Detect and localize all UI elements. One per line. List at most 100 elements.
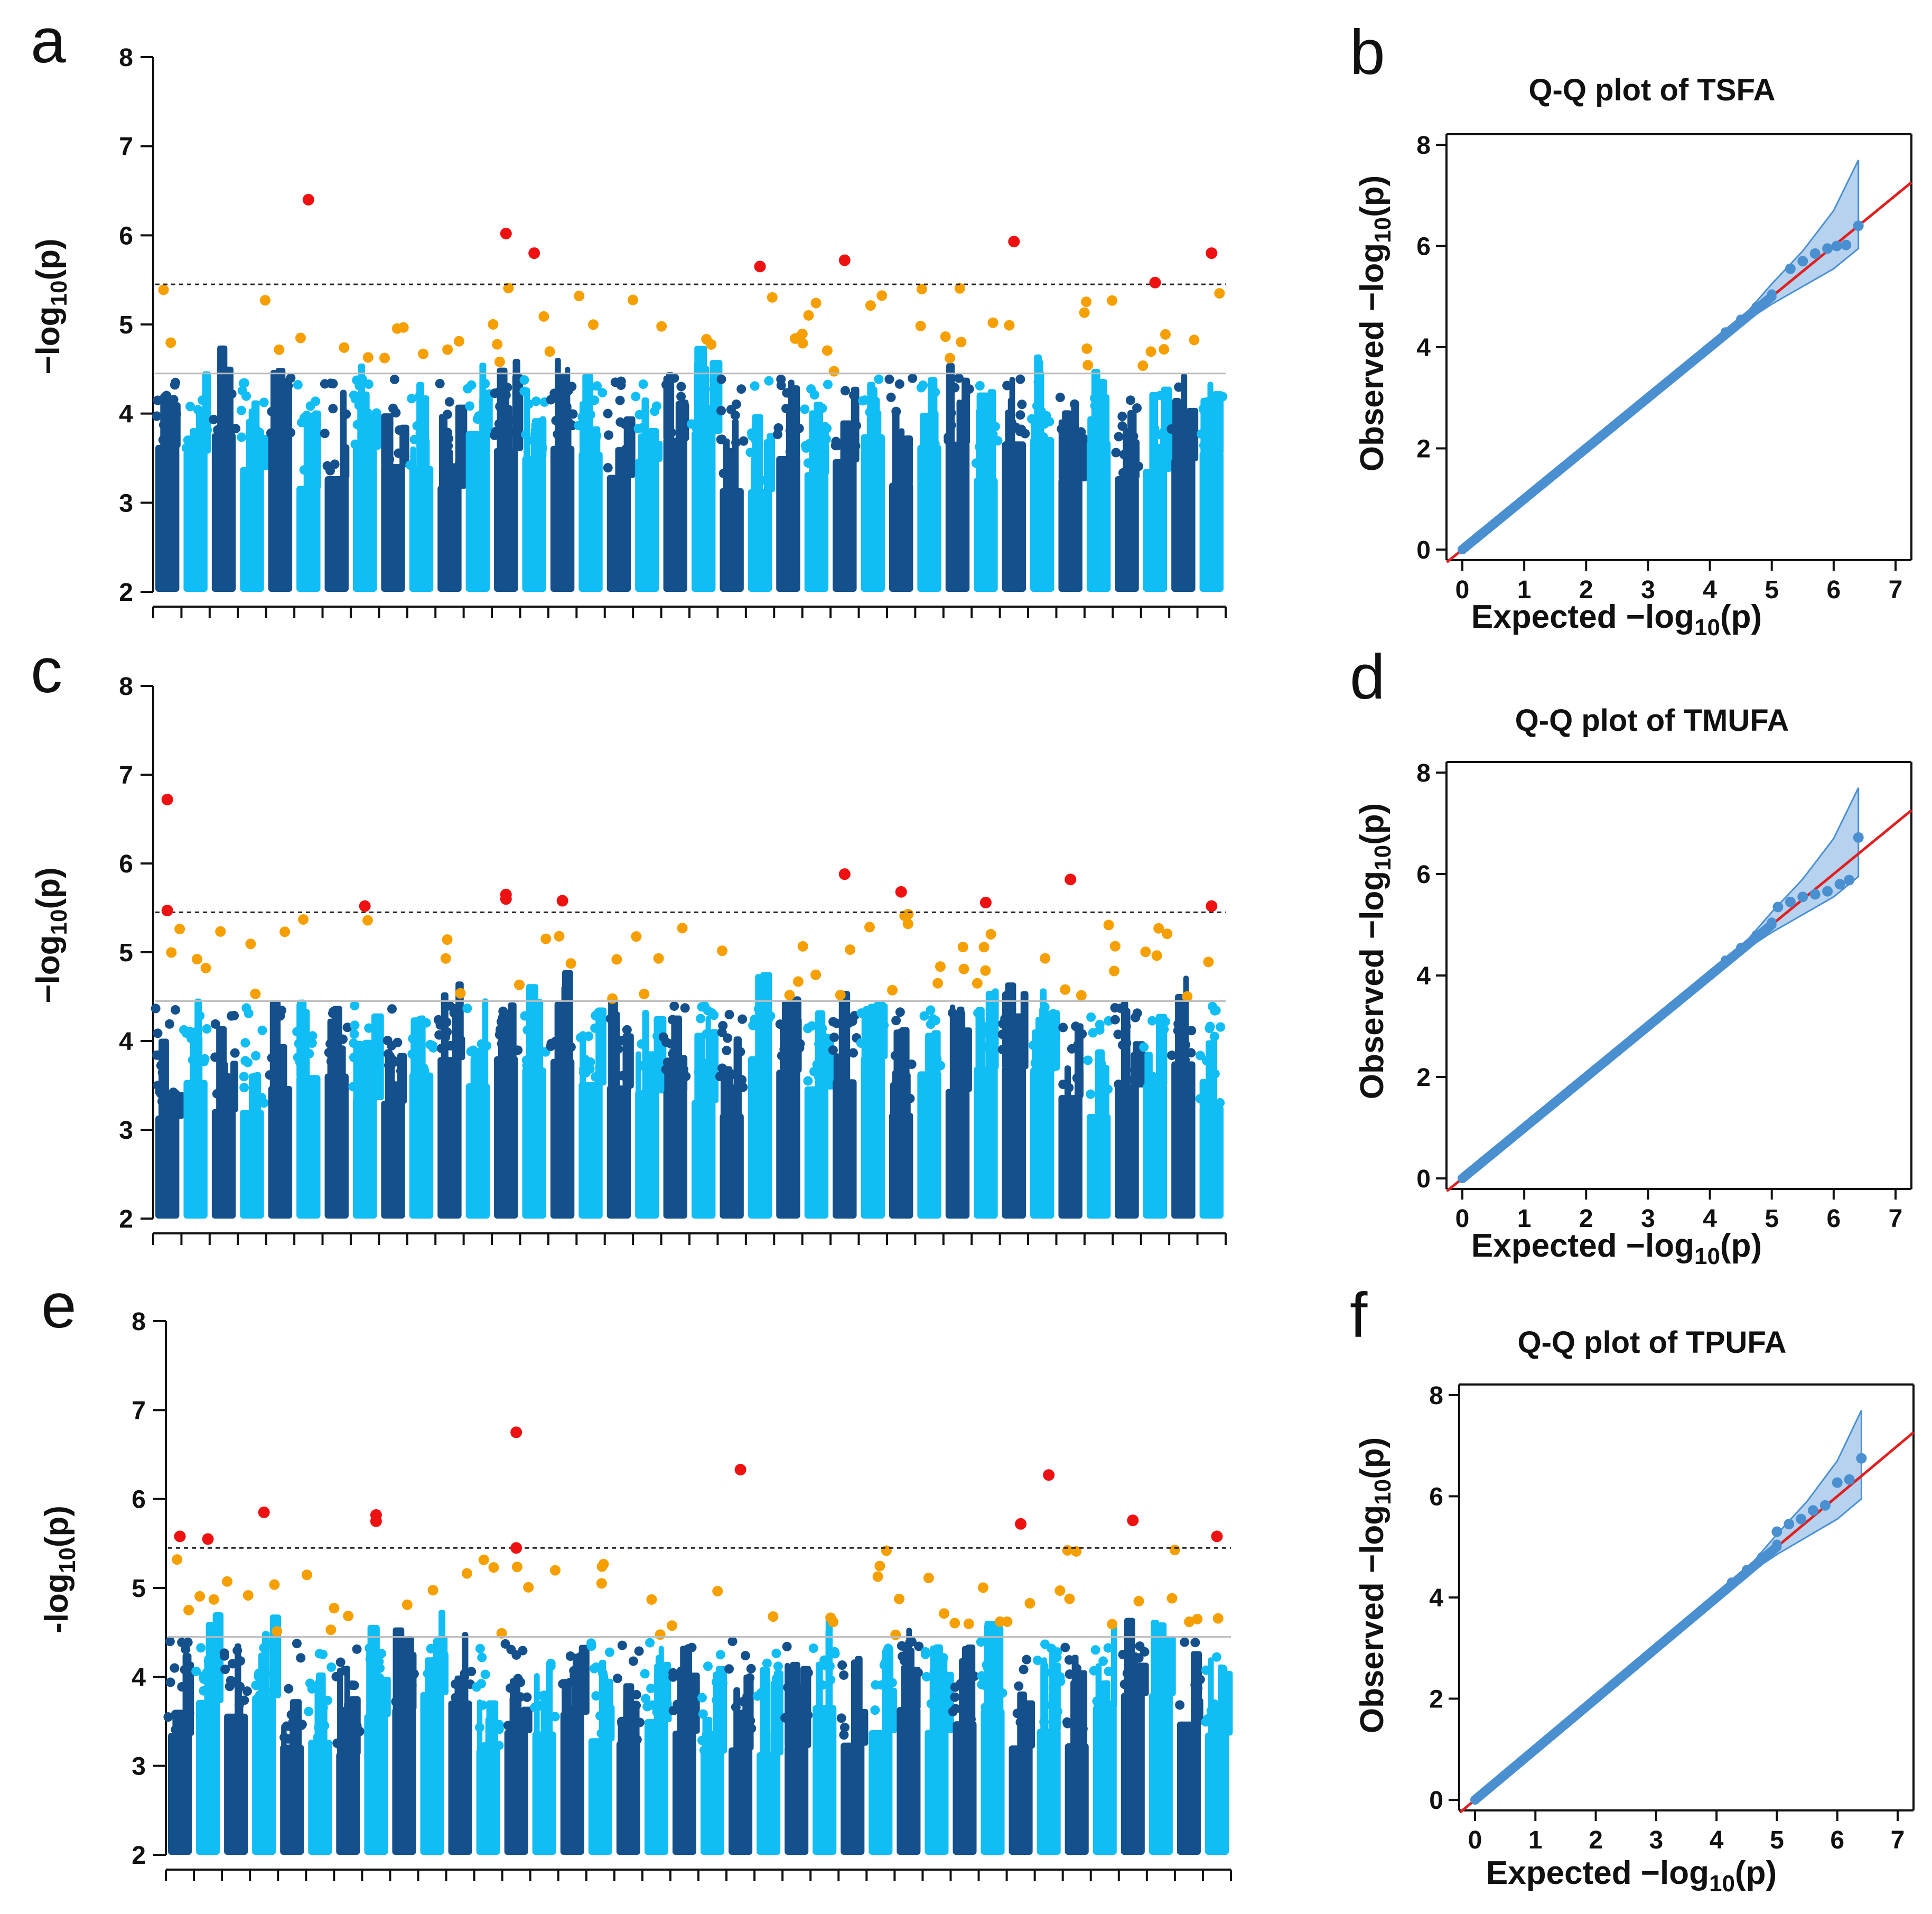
snp-point	[1201, 1717, 1211, 1727]
snp-point	[785, 447, 795, 457]
snp-point	[1052, 1652, 1062, 1662]
y-tick-label: 2	[1416, 435, 1431, 463]
snp-point	[276, 1005, 286, 1015]
chromosome-26-band	[861, 1056, 885, 1219]
snp-point	[1173, 1019, 1183, 1029]
chromosome-23-band	[776, 456, 800, 592]
snp-point	[1086, 1012, 1096, 1022]
chromosome-9-peak	[389, 1081, 398, 1104]
snp-point	[331, 1671, 341, 1681]
snp-point	[217, 377, 227, 387]
chromosome-6-band	[308, 1739, 332, 1855]
snp-point	[803, 1710, 813, 1720]
snp-point	[977, 1671, 987, 1681]
snp-point	[984, 1676, 994, 1686]
snp-point	[782, 388, 792, 398]
y-tick-label: 2	[1429, 1686, 1443, 1714]
suggestive-snp-point	[903, 909, 914, 920]
snp-point	[646, 1684, 656, 1694]
observed-point	[1736, 943, 1746, 953]
chromosome-1-band	[168, 1733, 192, 1855]
y-tick-label: 0	[1416, 1165, 1431, 1193]
chromosome-29-band	[953, 1721, 977, 1855]
significant-points	[174, 1426, 1223, 1554]
snp-point	[1131, 1665, 1141, 1675]
chromosome-20-band	[701, 1750, 725, 1855]
snp-point	[918, 380, 928, 391]
observed-point	[1720, 327, 1730, 337]
snp-point	[171, 1725, 181, 1735]
snp-point	[981, 1042, 991, 1052]
snp-point	[458, 1687, 468, 1697]
snp-point	[926, 1699, 936, 1709]
suggestive-snp-point	[478, 1554, 489, 1565]
snp-point	[1180, 1055, 1190, 1065]
snp-point	[1062, 463, 1072, 473]
y-axis-title-b: Observed −log10(p)	[1354, 175, 1396, 472]
suggestive-snp-point	[274, 344, 285, 355]
chromosome-4-band	[252, 1695, 276, 1855]
chromosome-14-band	[532, 1731, 556, 1855]
chromosome-35-peak	[1131, 1052, 1141, 1088]
snp-point	[1113, 1029, 1123, 1039]
snp-point	[304, 1049, 314, 1059]
chromosome-33-band	[1058, 1095, 1082, 1219]
snp-point	[151, 1004, 161, 1014]
snp-point	[1201, 1665, 1211, 1675]
snp-point	[1110, 1015, 1120, 1025]
suggestive-snp-point	[565, 958, 576, 969]
snp-point	[839, 1670, 849, 1680]
suggestive-snp-point	[418, 348, 429, 359]
snp-point	[1060, 1642, 1070, 1652]
suggestive-snp-point	[554, 931, 565, 942]
snp-point	[697, 1735, 707, 1745]
snp-point	[1030, 1058, 1040, 1068]
snp-point	[1066, 453, 1076, 463]
y-axis-title-a: −log10(p)	[30, 238, 72, 374]
snp-point	[698, 1709, 708, 1719]
snp-point	[523, 435, 533, 445]
snp-point	[164, 428, 174, 438]
snp-point	[519, 386, 529, 396]
chromosome-38-peak	[1199, 1079, 1211, 1109]
snp-point	[883, 1643, 893, 1653]
observed-point	[1515, 1757, 1525, 1767]
suggestive-snp-point	[1081, 343, 1093, 354]
snp-point	[341, 409, 351, 419]
snp-point	[307, 468, 318, 478]
snp-point	[251, 1680, 261, 1690]
suggestive-snp-point	[810, 969, 822, 980]
snp-point	[920, 414, 930, 424]
chromosome-24-band	[804, 1086, 829, 1219]
snp-point	[730, 410, 740, 420]
observed-point	[1458, 1174, 1467, 1183]
snp-point	[254, 1668, 264, 1678]
y-tick-label: 8	[1416, 759, 1431, 787]
suggestive-snp-point	[825, 1612, 836, 1623]
snp-point	[565, 1651, 575, 1661]
snp-point	[282, 394, 292, 404]
suggestive-snp-point	[677, 923, 688, 934]
chromosome-27-band	[897, 1707, 921, 1855]
snp-point	[631, 1690, 641, 1700]
plot-area-d: 0 2 4 6 8 0 1 2 3 4 5 6 7	[1416, 759, 1912, 1233]
snp-point	[376, 1649, 386, 1659]
snp-point	[1202, 1056, 1212, 1066]
snp-point	[1210, 1726, 1220, 1736]
snp-point	[907, 1059, 917, 1069]
snp-point	[368, 1686, 378, 1696]
observed-point	[1742, 1565, 1752, 1575]
plot-area-c: 2 3 4 5 6 7 8	[119, 673, 1227, 1245]
snp-point	[296, 1653, 306, 1663]
snp-point	[209, 414, 219, 424]
suggestive-snp-point	[1109, 941, 1121, 952]
snp-point	[283, 1734, 293, 1744]
suggestive-snp-point	[172, 1554, 183, 1565]
snp-point	[292, 1027, 302, 1037]
chromosome-6-band	[296, 1075, 321, 1219]
snp-point	[443, 441, 453, 451]
significant-snp-point	[202, 1533, 214, 1545]
snp-point	[832, 1018, 842, 1028]
snp-point	[731, 438, 741, 448]
snp-point	[275, 405, 285, 415]
